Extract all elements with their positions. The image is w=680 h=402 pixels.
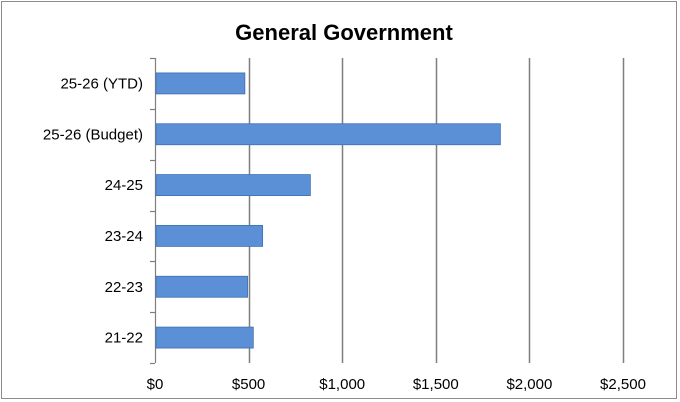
x-tick-label: $2,500 (600, 376, 646, 393)
y-tick-label: 21-22 (105, 330, 143, 347)
x-tick-label: $1,500 (413, 376, 459, 393)
bar (155, 225, 264, 247)
x-tick-label: $1,000 (319, 376, 365, 393)
bar (155, 326, 254, 349)
axes (150, 57, 157, 365)
chart-title: General Government (235, 20, 453, 45)
bar (155, 275, 249, 298)
tick-labels: 25-26 (YTD) 25-26 (Budget) 24-25 23-24 22-23… (43, 75, 646, 393)
bar (155, 72, 246, 95)
y-tick-label: 25-26 (YTD) (60, 75, 143, 92)
bar (155, 123, 501, 146)
y-tick-label: 23-24 (105, 228, 143, 245)
bar (155, 174, 311, 196)
y-tick-label: 25-26 (Budget) (43, 126, 143, 143)
grid-lines (248, 58, 625, 363)
y-tick-label: 24-25 (105, 177, 143, 194)
x-tick-label: $2,000 (506, 376, 552, 393)
x-tick-label: $500 (232, 376, 265, 393)
y-tick-label: 22-23 (105, 279, 143, 296)
x-tick-label: $0 (147, 376, 164, 393)
bars (155, 72, 501, 349)
